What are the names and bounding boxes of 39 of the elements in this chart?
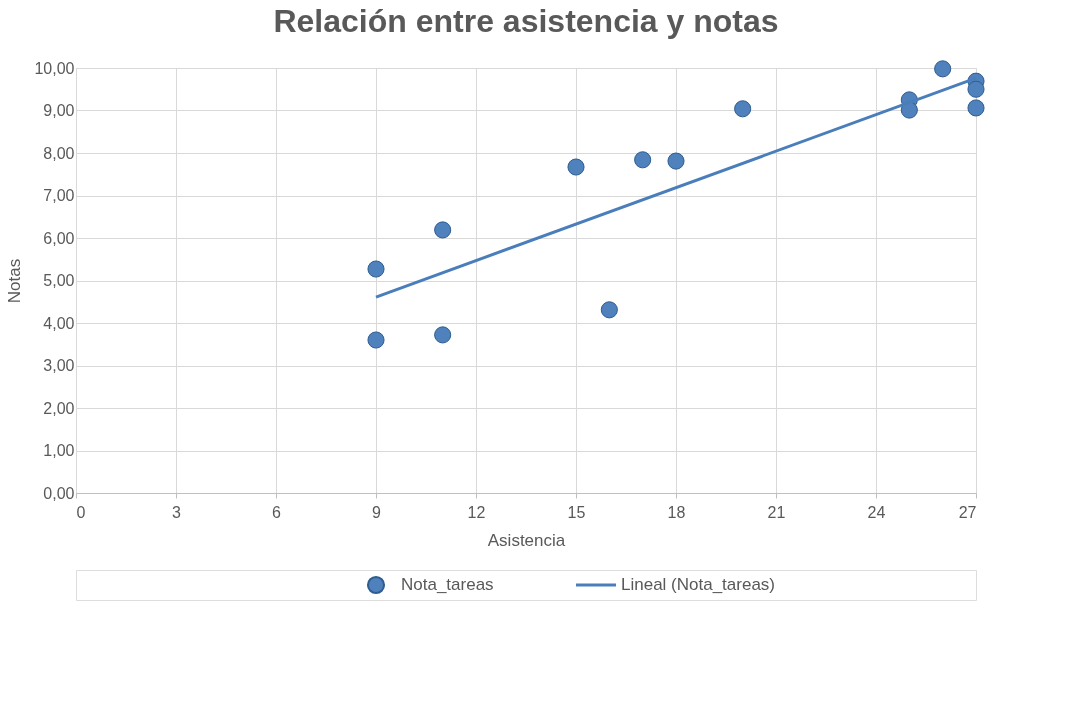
- y-tick-label: 1,00: [43, 442, 75, 459]
- point: [967, 99, 985, 117]
- y-tick-label: 4,00: [43, 314, 75, 332]
- point: [434, 221, 452, 239]
- y-tick-label: 5,00: [43, 272, 75, 289]
- point: [434, 326, 452, 344]
- point: [367, 331, 385, 349]
- point: [600, 301, 618, 319]
- x-tick-label: 3: [172, 503, 182, 521]
- y-tick-label: 3,00: [43, 357, 75, 374]
- point: [967, 80, 985, 98]
- point: [734, 100, 752, 118]
- y-tick-label: 0,00: [43, 484, 75, 502]
- chart-title: Relación entre asistencia y notas: [273, 2, 779, 39]
- point: [667, 152, 685, 170]
- point: [367, 260, 385, 278]
- x-tick-label: 12: [467, 503, 486, 521]
- x-tick-label: 24: [867, 503, 886, 521]
- point: [900, 101, 918, 119]
- x-tick-label: 21: [767, 503, 786, 521]
- point: [567, 158, 585, 176]
- x-tick-label: 9: [372, 503, 382, 521]
- x-tick-label: 0: [76, 503, 86, 521]
- point: [634, 151, 652, 169]
- y-axis-title: Notas: [5, 258, 25, 304]
- y-tick-label: 10,00: [34, 59, 75, 77]
- legend-label: Nota_tareas: [401, 575, 494, 594]
- x-tick-label: 15: [567, 503, 586, 521]
- point: [934, 60, 952, 78]
- y-tick-label: 8,00: [43, 144, 75, 162]
- y-tick-label: 2,00: [43, 399, 75, 417]
- x-tick-label: 6: [272, 503, 282, 521]
- x-tick-label: 27: [958, 503, 977, 521]
- y-tick-label: 9,00: [43, 102, 75, 119]
- x-axis-title: Asistencia: [487, 530, 566, 550]
- y-tick-label: 6,00: [43, 229, 75, 247]
- x-tick-label: 18: [667, 503, 686, 521]
- y-tick-label: 7,00: [43, 187, 75, 204]
- legend-label: Lineal (Nota_tareas): [621, 575, 776, 594]
